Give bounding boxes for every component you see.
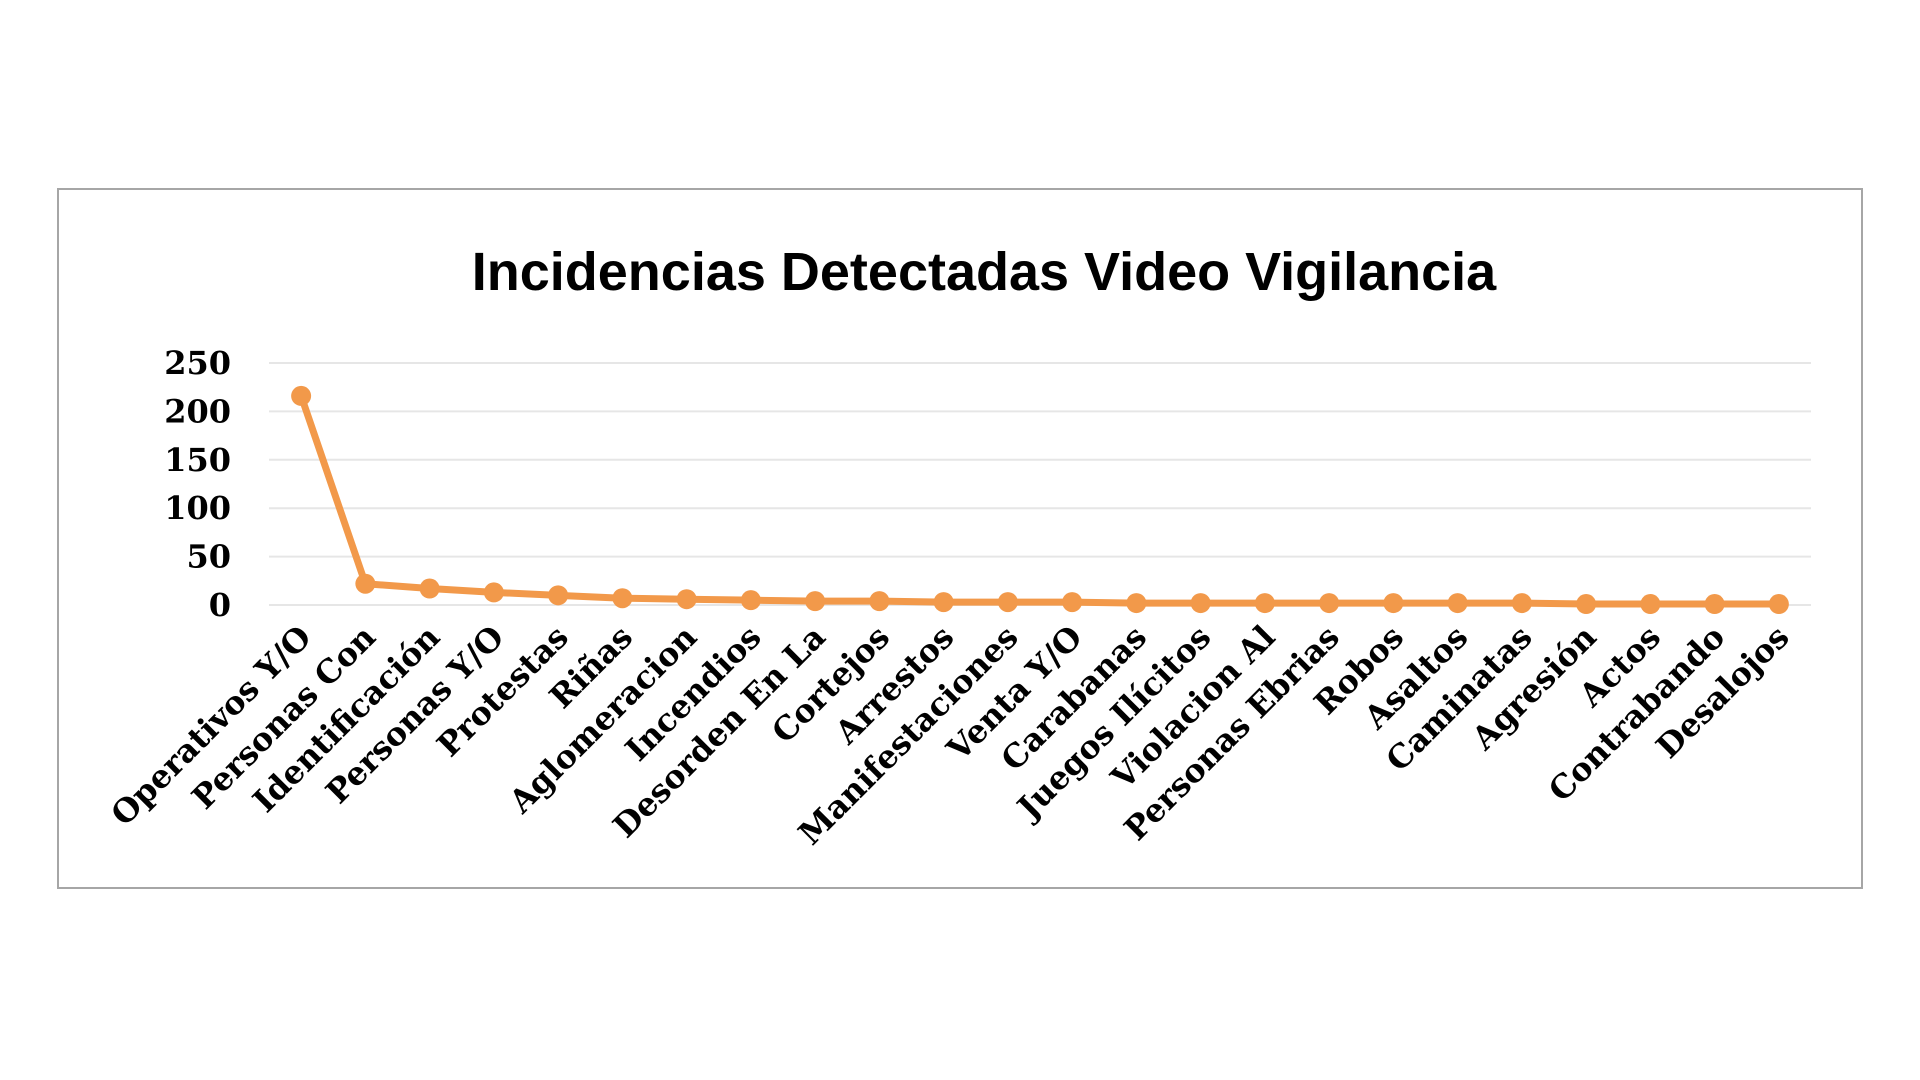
y-tick-label: 50 [186,538,231,576]
data-point [1126,593,1147,614]
line-chart: Incidencias Detectadas Video Vigilancia … [103,242,1811,853]
series-line [297,392,1783,608]
data-point [1190,593,1211,614]
data-point [1640,594,1661,615]
y-tick-label: 150 [164,441,231,479]
y-tick-label: 250 [164,344,231,382]
data-point [612,588,633,609]
data-point [740,590,761,611]
data-point [805,591,826,612]
y-tick-label: 0 [209,586,231,624]
data-point [1704,594,1725,615]
data-point [419,578,440,599]
data-point [548,585,569,606]
series [291,385,1789,615]
chart-frame: Incidencias Detectadas Video Vigilancia … [57,188,1863,889]
y-axis-ticks: 0 50 100 150 200 250 [164,344,231,624]
data-point [1768,594,1789,615]
y-tick-label: 200 [164,392,231,430]
gridlines [269,362,1811,606]
y-tick-label: 100 [164,489,231,527]
data-point [355,573,376,594]
data-point [1511,593,1532,614]
data-point [1254,593,1275,614]
data-point [869,591,890,612]
data-point [1576,594,1597,615]
data-point [1447,593,1468,614]
data-point [1383,593,1404,614]
data-point [676,589,697,610]
data-point [291,385,312,406]
chart-title: Incidencias Detectadas Video Vigilancia [472,242,1497,302]
data-point [1319,593,1340,614]
data-point [933,592,954,613]
data-point [483,582,504,603]
data-point [1062,592,1083,613]
data-point [997,592,1018,613]
